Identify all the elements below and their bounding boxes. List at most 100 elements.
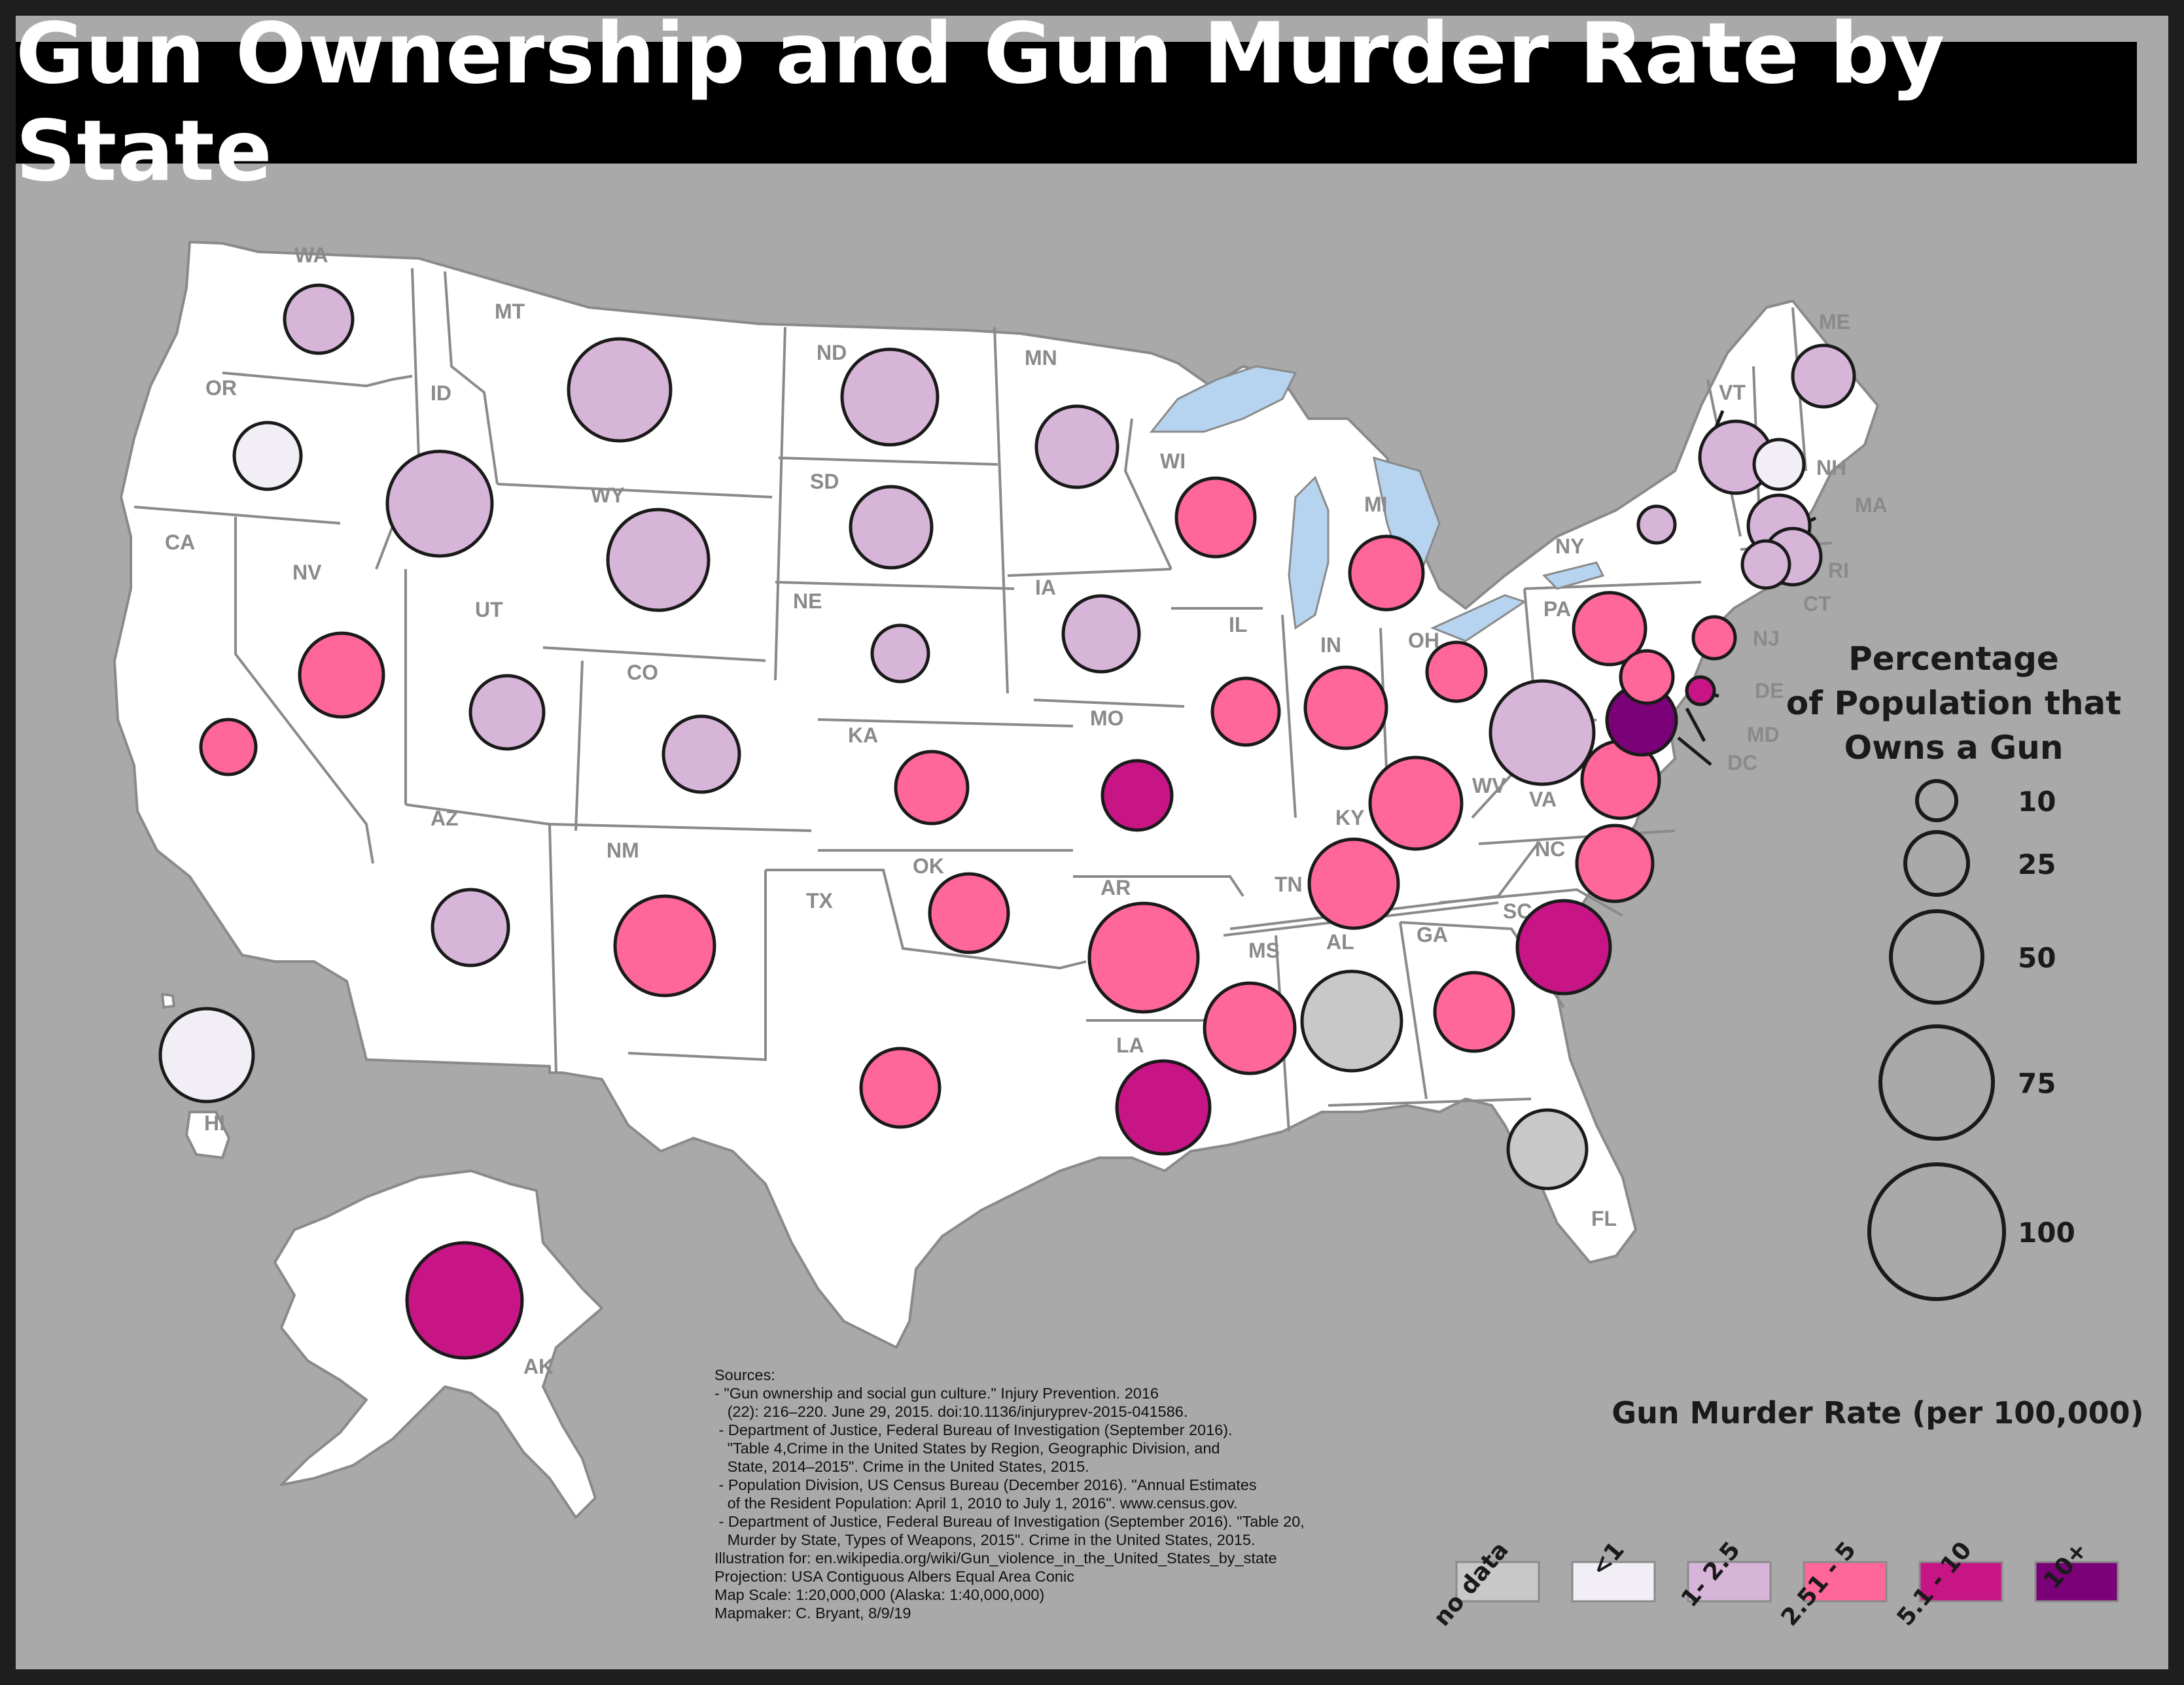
border-wa-or [222, 372, 413, 388]
color-legend: Gun Murder Rate (per 100,000)no data <1 1-… [1428, 1395, 2143, 1631]
state-label-nd: ND [817, 341, 847, 364]
border-va-nc [1478, 829, 1676, 845]
state-label-ka: KA [848, 723, 878, 747]
title-bar: Gun Ownership and Gun Murder Rate by Sta… [16, 5, 2137, 200]
source-line: Projection: USA Contiguous Albers Equal … [714, 1568, 1074, 1585]
bubble-md [1619, 649, 1675, 705]
border-nd-mn-line [774, 326, 786, 681]
source-line: Map Scale: 1:20,000,000 (Alaska: 1:40,00… [714, 1586, 1045, 1603]
border-ca-nv [234, 517, 374, 864]
border-il-in [1281, 614, 1297, 818]
bubble-de [1685, 675, 1716, 706]
bubble-ny [1636, 504, 1677, 545]
state-label-mo: MO [1090, 706, 1124, 730]
bubble-mi [1348, 534, 1425, 612]
lake-erie [1430, 594, 1527, 642]
border-co-nm [549, 823, 812, 832]
size-legend-value: 75 [2018, 1068, 2056, 1100]
border-az-nm [548, 824, 557, 1073]
state-label-mn: MN [1025, 346, 1057, 370]
state-label-dc: DC [1727, 751, 1757, 774]
bubble-ri [1740, 539, 1791, 590]
state-label-ne: NE [793, 589, 822, 613]
state-label-de: DE [1755, 679, 1784, 703]
color-swatch [2034, 1561, 2119, 1603]
size-legend-circle [1903, 830, 1970, 897]
state-label-ky: KY [1335, 806, 1364, 829]
bubble-wy [606, 508, 711, 612]
hawaii-island-kauai [161, 993, 175, 1009]
bubble-wv [1488, 679, 1596, 786]
source-line: - Department of Justice, Federal Bureau … [714, 1421, 1233, 1438]
bubble-ne [870, 623, 930, 684]
border-ut-co [574, 660, 584, 831]
border-ut-az [405, 803, 550, 825]
bubble-me [1791, 343, 1856, 409]
bubble-hi [158, 1007, 255, 1103]
bubble-sc [1515, 899, 1612, 996]
bubble-ut [468, 674, 546, 751]
bubble-ca [199, 718, 258, 776]
state-label-wv: WV [1472, 774, 1506, 797]
color-swatch [1571, 1561, 1656, 1603]
state-label-in: IN [1320, 633, 1341, 657]
source-line: Illustration for: en.wikipedia.org/wiki/… [714, 1550, 1277, 1567]
state-label-la: LA [1116, 1034, 1144, 1057]
bubble-ky [1368, 756, 1464, 851]
size-legend-heading-line: of Population that [1786, 684, 2121, 722]
bubble-la [1115, 1059, 1212, 1156]
size-legend-circle [1889, 909, 1984, 1005]
bubble-sd [849, 485, 934, 570]
bubble-ga [1433, 971, 1515, 1053]
size-legend-circle [1878, 1024, 1995, 1141]
border-ga-fl [1328, 1098, 1532, 1107]
bubble-in [1303, 665, 1388, 750]
state-label-ak: AK [523, 1355, 554, 1378]
state-label-mt: MT [495, 300, 525, 323]
border-or-ca [133, 506, 341, 525]
bubble-nh [1752, 438, 1806, 491]
state-label-ut: UT [475, 598, 503, 621]
source-line: Murder by State, Types of Weapons, 2015"… [714, 1531, 1256, 1548]
bubble-wa [283, 283, 355, 355]
border-mn-wi [1123, 418, 1172, 570]
border-mt-wy [497, 483, 773, 498]
bubble-nc [1575, 824, 1655, 903]
source-line: - Population Division, US Census Bureau … [714, 1476, 1257, 1493]
state-label-al: AL [1326, 930, 1354, 954]
source-line: State, 2014–2015". Crime in the United S… [714, 1458, 1089, 1475]
bubble-co [661, 714, 741, 794]
border-nc-sc [1439, 888, 1623, 917]
source-line: (22): 216–220. June 29, 2015. doi:10.113… [714, 1403, 1188, 1420]
bubble-nv [298, 631, 385, 719]
border-tx-ok [766, 869, 1087, 970]
bubble-mo [1101, 759, 1174, 832]
state-labels: WA OR CA ID NV MT WY UT AZ CO NM ND SD NE KA OK TX MN IA MO… [165, 243, 1888, 1378]
lake-michigan [1288, 476, 1330, 630]
state-label-id: ID [431, 381, 451, 405]
state-label-il: IL [1229, 613, 1247, 636]
state-label-ga: GA [1417, 923, 1448, 947]
leader-dc [1677, 737, 1712, 766]
size-legend-heading-line: Owns a Gun [1844, 729, 2064, 767]
state-label-or: OR [205, 376, 237, 400]
border-ia-mo [1033, 699, 1185, 708]
color-swatch [1687, 1561, 1772, 1603]
lake-superior [1149, 365, 1297, 433]
state-label-pa: PA [1543, 597, 1571, 621]
bubble-ka [894, 750, 970, 825]
state-label-wa: WA [294, 243, 328, 267]
state-label-ca: CA [165, 530, 195, 554]
source-line: Sources: [714, 1366, 775, 1383]
source-line: - Department of Justice, Federal Bureau … [714, 1513, 1305, 1530]
state-label-vt: VT [1719, 381, 1746, 404]
state-label-nm: NM [607, 839, 639, 862]
bubble-ak [405, 1241, 524, 1360]
bubble-ok [928, 872, 1010, 954]
state-label-tn: TN [1275, 873, 1303, 896]
size-legend-heading-line: Percentage [1848, 640, 2059, 678]
size-legend: Percentage of Population that Owns a Gun 10… [1786, 640, 2121, 1301]
state-label-tx: TX [806, 889, 834, 912]
state-label-nv: NV [292, 561, 322, 584]
